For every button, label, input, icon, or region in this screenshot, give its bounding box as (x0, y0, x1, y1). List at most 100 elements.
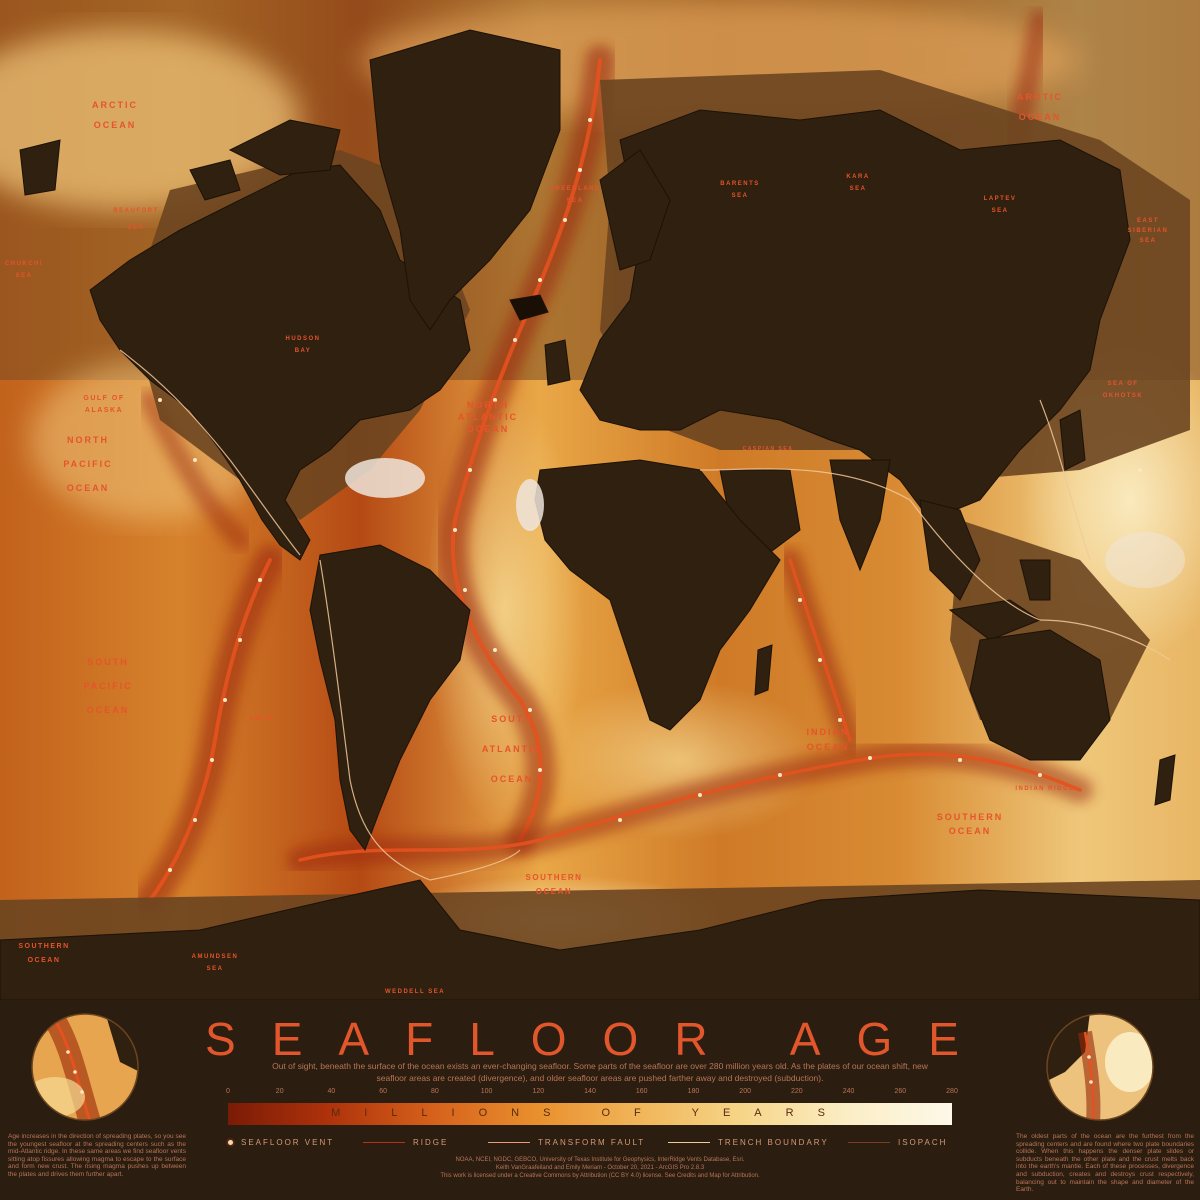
legend-item-label: TRENCH BOUNDARY (718, 1137, 829, 1147)
seafloor-vents (158, 118, 1142, 872)
legend-item: SEAFLOOR VENT (228, 1135, 334, 1149)
legend-item: RIDGE (363, 1135, 448, 1149)
line-swatch-icon (848, 1141, 890, 1143)
poster-title: SEAFLOOR AGE (205, 1013, 995, 1065)
legend-item-label: RIDGE (413, 1137, 449, 1147)
colorbar-tick: 200 (739, 1088, 751, 1095)
vent-dot-icon (228, 1139, 233, 1145)
label-southern-ocean-w: SOUTHERN (18, 943, 69, 950)
inset-globe-left (31, 1013, 139, 1121)
trench-boundaries (119, 349, 1171, 881)
label-laptev-sea: LAPTEV (984, 196, 1017, 202)
colorbar-tick: 0 (226, 1088, 230, 1095)
legend-item: TRANSFORM FAULT (488, 1135, 645, 1149)
colorbar-tick: 160 (635, 1088, 648, 1095)
label-amundsen-sea: AMUNDSEN (192, 954, 239, 960)
world-seafloor-map: ARCTIC OCEAN ARCTIC OCEAN BEAUFORT SEA CHUK… (0, 0, 1200, 1000)
label-southern-ocean-c: SOUTHERN (526, 873, 583, 882)
colorbar-tick: 100 (480, 1088, 493, 1095)
label-kara-sea: KARA (846, 174, 869, 180)
label-hudson-bay: HUDSON (285, 336, 320, 342)
label-east-siberian-sea: EAST (1137, 218, 1159, 224)
colorbar-tick: 20 (275, 1088, 284, 1095)
north-america-land (89, 164, 471, 561)
colorbar-ticks: 0 20 40 60 80 100 120 140 160 180 200 220 240 260 280 (226, 1088, 958, 1100)
intro-text: Out of sight, beneath the surface of the… (272, 1061, 928, 1083)
legend-item-label: TRANSFORM FAULT (538, 1137, 646, 1147)
label-arctic-ocean-w: ARCTIC (92, 100, 138, 110)
credits-line-3: This work is licensed under a Creative C… (440, 1173, 760, 1179)
colorbar-tick: 220 (791, 1088, 803, 1095)
inset-globe-right (1046, 1013, 1154, 1121)
legend-item: TRENCH BOUNDARY (668, 1135, 829, 1149)
pale-shallows (345, 458, 1185, 588)
legend-panel: SEAFLOOR AGE Out of sight, beneath the s… (0, 1000, 1200, 1200)
antarctica-land (0, 879, 1200, 1000)
ridge-glow-layer (135, 9, 1093, 915)
label-arctic-ocean-e: ARCTIC (1017, 92, 1063, 102)
label-beaufort-sea: BEAUFORT (113, 208, 158, 214)
south-america-land (309, 544, 471, 852)
colorbar-tick: 80 (430, 1088, 439, 1095)
label-barents-sea: BARENTS (720, 181, 760, 187)
label-sea-of-okhotsk: SEA OF (1107, 381, 1138, 387)
label-north-atlantic: NORTH (467, 400, 509, 410)
legend-item-label: ISOPACH (898, 1137, 948, 1147)
label-southern-ocean-e: SOUTHERN (937, 812, 1004, 822)
colorbar-tick: 40 (327, 1088, 336, 1095)
line-swatch-icon (363, 1141, 405, 1143)
land-layer (0, 29, 1200, 1000)
colorbar-tick: 180 (687, 1088, 700, 1095)
colorbar-label: MILLIONS OF YEARS (331, 1107, 849, 1119)
legend-item: ISOPACH (848, 1135, 947, 1149)
label-south-atlantic: SOUTH (491, 714, 533, 724)
label-caspian-sea: CASPIAN SEA (743, 446, 794, 452)
credits: NOAA, NCEI, NGDC, GEBCO, University of T… (320, 1156, 880, 1180)
colorbar-tick: 140 (584, 1088, 596, 1095)
label-greenland-sea: GREENLAND (549, 186, 601, 192)
australia-land (969, 629, 1111, 761)
colorbar-tick: 120 (532, 1088, 545, 1095)
legend: SEAFLOOR VENT RIDGE TRANSFORM FAULT TRENCH … (228, 1135, 988, 1149)
credits-line-2: Keith VanGraafeiland and Emily Meriam - … (495, 1165, 705, 1171)
colorbar-tick: 260 (894, 1088, 907, 1095)
colorbar-tick: 240 (842, 1088, 855, 1095)
right-note: The oldest parts of the ocean are the fu… (1016, 1133, 1194, 1194)
colorbar: MILLIONS OF YEARS (228, 1103, 952, 1125)
label-indian-ocean: INDIAN (807, 727, 850, 737)
label-chile: CHILE (249, 716, 275, 722)
label-north-pacific: NORTH (67, 435, 109, 445)
label-gulf-of-alaska: GULF OF (83, 395, 124, 402)
africa-land (534, 459, 781, 731)
colorbar-tick: 280 (946, 1088, 958, 1095)
legend-item-label: SEAFLOOR VENT (241, 1137, 335, 1147)
label-south-pacific: SOUTH (87, 657, 129, 667)
label-weddell-sea: WEDDELL SEA (385, 989, 445, 995)
label-chukchi-sea: CHUKCHI (5, 261, 43, 267)
map-labels: ARCTIC OCEAN ARCTIC OCEAN BEAUFORT SEA CHUK… (5, 92, 1169, 995)
credits-line-1: NOAA, NCEI, NGDC, GEBCO, University of T… (455, 1157, 745, 1163)
label-indian-ridge: INDIAN RIDGE (1015, 786, 1074, 792)
greenland-land (369, 29, 561, 331)
colorbar-tick: 60 (379, 1088, 388, 1095)
